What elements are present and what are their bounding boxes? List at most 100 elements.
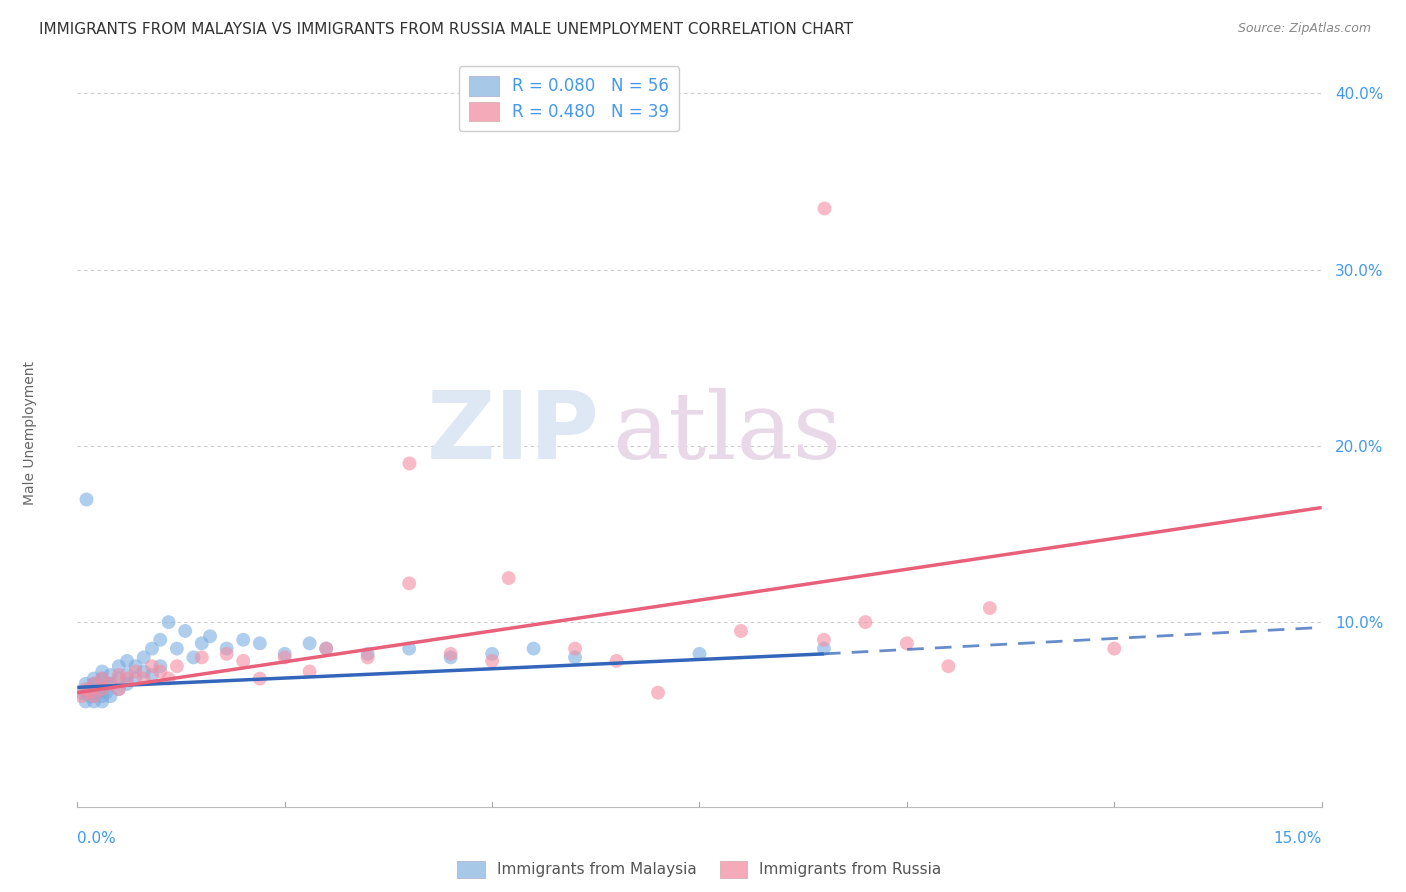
Point (70, 686, 93, 700)
Point (124, 665, 146, 679)
Point (75, 491, 97, 506)
Point (274, 650, 297, 665)
Point (232, 654, 254, 668)
Point (564, 650, 586, 665)
Point (398, 576, 420, 591)
Point (813, 201, 835, 215)
Point (398, 457, 420, 471)
Point (132, 650, 155, 665)
Point (157, 672, 180, 686)
Point (813, 641, 835, 656)
Point (83, 689, 105, 703)
Point (132, 672, 155, 686)
Text: 0.0%: 0.0% (77, 831, 117, 847)
Point (523, 641, 546, 656)
Point (100, 668, 122, 682)
Point (79, 686, 101, 700)
Point (75, 682, 97, 697)
Point (440, 650, 463, 665)
Point (606, 654, 628, 668)
Text: Male Unemployment: Male Unemployment (22, 360, 37, 505)
Point (198, 629, 221, 643)
Point (215, 641, 238, 656)
Point (149, 665, 172, 679)
Point (115, 672, 138, 686)
Point (440, 647, 463, 661)
Point (115, 677, 138, 691)
Point (166, 659, 188, 673)
Point (83, 694, 105, 708)
Point (83, 689, 105, 703)
Point (108, 659, 131, 673)
Point (979, 601, 1001, 615)
Point (215, 647, 238, 661)
Point (100, 677, 122, 691)
Point (315, 641, 337, 656)
Point (115, 668, 138, 682)
Point (174, 624, 197, 638)
Text: ZIP: ZIP (427, 386, 600, 479)
Point (141, 659, 163, 673)
Point (357, 650, 380, 665)
Point (115, 654, 138, 668)
Point (108, 682, 131, 697)
Point (79, 682, 101, 697)
Point (91, 672, 114, 686)
Point (498, 571, 520, 585)
Point (149, 659, 172, 673)
Point (100, 677, 122, 691)
Point (91, 694, 114, 708)
Point (75, 694, 97, 708)
Point (83, 677, 105, 691)
Text: 15.0%: 15.0% (1274, 831, 1322, 847)
Point (689, 647, 711, 661)
Point (191, 650, 214, 665)
Point (157, 615, 180, 629)
Point (79, 689, 101, 703)
Point (730, 624, 752, 638)
Point (132, 665, 155, 679)
Point (647, 686, 669, 700)
Point (75, 677, 97, 691)
Point (274, 647, 297, 661)
Point (249, 636, 271, 650)
Text: atlas: atlas (613, 388, 842, 477)
Point (108, 668, 131, 682)
Point (96, 686, 118, 700)
Point (91, 665, 114, 679)
Text: IMMIGRANTS FROM MALAYSIA VS IMMIGRANTS FROM RUSSIA MALE UNEMPLOYMENT CORRELATION: IMMIGRANTS FROM MALAYSIA VS IMMIGRANTS F… (39, 22, 853, 37)
Point (938, 659, 960, 673)
Point (141, 668, 163, 682)
Point (91, 672, 114, 686)
Point (398, 641, 420, 656)
Point (298, 665, 321, 679)
Point (70, 689, 93, 703)
Point (315, 641, 337, 656)
Point (1104, 641, 1126, 656)
Point (298, 636, 321, 650)
Point (83, 677, 105, 691)
Point (232, 632, 254, 647)
Point (83, 672, 105, 686)
Point (564, 641, 586, 656)
Point (249, 672, 271, 686)
Text: Source: ZipAtlas.com: Source: ZipAtlas.com (1237, 22, 1371, 36)
Point (896, 636, 918, 650)
Point (141, 641, 163, 656)
Point (149, 632, 172, 647)
Point (813, 632, 835, 647)
Point (100, 689, 122, 703)
Point (91, 682, 114, 697)
Point (75, 686, 97, 700)
Point (855, 615, 877, 629)
Point (357, 647, 380, 661)
Point (191, 636, 214, 650)
Point (108, 682, 131, 697)
Point (166, 641, 188, 656)
Point (91, 689, 114, 703)
Point (481, 654, 503, 668)
Point (96, 677, 118, 691)
Point (481, 647, 503, 661)
Point (91, 682, 114, 697)
Point (183, 650, 205, 665)
